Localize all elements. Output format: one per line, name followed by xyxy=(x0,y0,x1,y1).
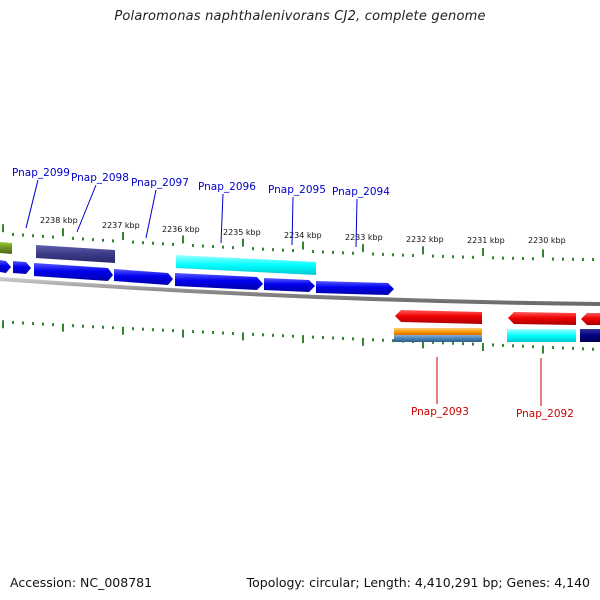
gene-label-forward[interactable]: Pnap_2098 xyxy=(71,172,129,184)
reverse-gene-labels: Pnap_2093 Pnap_2092 xyxy=(411,357,574,420)
cds-arrow-reverse[interactable] xyxy=(508,312,576,325)
gene-label-forward[interactable]: Pnap_2095 xyxy=(268,184,326,196)
kbp-label: 2236 kbp xyxy=(162,225,200,234)
feature-bar-steel[interactable] xyxy=(394,335,482,342)
kbp-label: 2238 kbp xyxy=(40,216,78,225)
gene-leader-line xyxy=(291,196,294,246)
gene-label-forward[interactable]: Pnap_2094 xyxy=(332,186,390,198)
cds-arrow-reverse[interactable] xyxy=(395,310,482,324)
feature-bar-cyan[interactable] xyxy=(507,329,576,342)
cds-arrow-forward[interactable] xyxy=(114,269,173,285)
gene-leader-line xyxy=(76,184,97,233)
kbp-label: 2234 kbp xyxy=(284,231,322,240)
reverse-cds-track xyxy=(395,310,600,325)
feature-bar-purple[interactable] xyxy=(36,245,115,263)
kbp-label: 2230 kbp xyxy=(528,236,566,245)
outer-tick-row xyxy=(2,224,594,261)
kbp-labels: 2238 kbp 2237 kbp 2236 kbp 2235 kbp 2234… xyxy=(40,216,566,245)
gene-label-forward[interactable]: Pnap_2097 xyxy=(131,177,189,189)
cds-arrow-forward[interactable] xyxy=(34,263,113,281)
cds-arrow-reverse[interactable] xyxy=(581,313,600,325)
cds-arrow-forward[interactable] xyxy=(316,281,394,295)
accession-text: Accession: NC_008781 xyxy=(10,575,153,590)
feature-bar-cyan[interactable] xyxy=(176,255,316,275)
gene-label-reverse[interactable]: Pnap_2093 xyxy=(411,406,469,418)
gene-leader-line xyxy=(145,189,157,239)
forward-cds-track xyxy=(0,260,394,295)
forward-gene-labels: Pnap_2099 Pnap_2098 Pnap_2097 Pnap_2096 … xyxy=(12,167,390,248)
topology-text: Topology: circular; Length: 4,410,291 bp… xyxy=(246,575,590,590)
gene-leader-line xyxy=(25,179,39,229)
kbp-label: 2235 kbp xyxy=(223,228,261,237)
gene-label-forward[interactable]: Pnap_2099 xyxy=(12,167,70,179)
map-title: Polaromonas naphthalenivorans CJ2, compl… xyxy=(114,9,486,24)
kbp-label: 2231 kbp xyxy=(467,236,505,245)
gene-label-forward[interactable]: Pnap_2096 xyxy=(198,181,256,193)
kbp-label: 2233 kbp xyxy=(345,233,383,242)
gene-label-reverse[interactable]: Pnap_2092 xyxy=(516,408,574,420)
feature-bar-orange[interactable] xyxy=(394,328,482,335)
cds-arrow-forward[interactable] xyxy=(264,278,315,292)
outer-annotation-track xyxy=(0,242,316,275)
inner-annotation-track xyxy=(394,328,600,342)
cds-arrow-forward[interactable] xyxy=(13,261,31,274)
gene-leader-line xyxy=(220,193,224,244)
kbp-label: 2237 kbp xyxy=(102,221,140,230)
kbp-label: 2232 kbp xyxy=(406,235,444,244)
feature-bar-olive[interactable] xyxy=(0,242,12,254)
gene-leader-line xyxy=(355,198,358,248)
genome-backbone xyxy=(0,277,600,306)
cds-arrow-forward[interactable] xyxy=(0,260,11,273)
feature-bar-navy[interactable] xyxy=(580,329,600,342)
cds-arrow-forward[interactable] xyxy=(175,273,263,290)
